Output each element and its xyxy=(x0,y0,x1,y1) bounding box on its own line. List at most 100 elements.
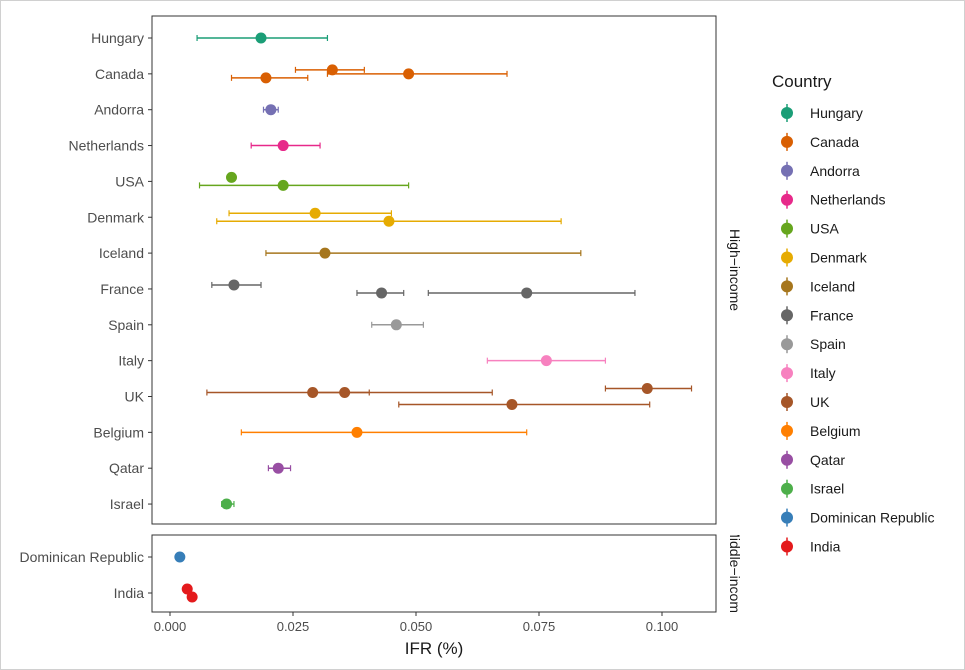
x-tick-label: 0.025 xyxy=(277,619,310,634)
legend-item: Hungary xyxy=(781,104,863,122)
legend-item: UK xyxy=(781,393,830,411)
legend-key-point xyxy=(781,540,793,553)
legend-label: Italy xyxy=(810,365,836,381)
estimate-group xyxy=(314,387,370,398)
legend-key-point xyxy=(781,164,793,177)
legend-label: France xyxy=(810,307,854,323)
estimate-group xyxy=(221,498,235,510)
y-tick-label: UK xyxy=(125,389,145,405)
data-point xyxy=(260,72,272,84)
legend-item: Andorra xyxy=(781,161,860,180)
strip: High−income xyxy=(727,229,743,311)
estimate-group xyxy=(240,426,528,438)
estimate-group xyxy=(181,583,193,595)
estimate-group xyxy=(174,551,186,563)
legend-key-point xyxy=(781,193,793,206)
data-point xyxy=(390,319,402,331)
y-tick-label: Iceland xyxy=(99,245,144,261)
legend-item: Italy xyxy=(781,364,836,383)
data-point xyxy=(403,68,415,80)
data-point xyxy=(277,140,289,152)
legend-label: Canada xyxy=(810,134,859,150)
estimate-group xyxy=(398,399,651,410)
estimate-group xyxy=(326,68,508,80)
data-point xyxy=(265,104,277,116)
legend-key-point xyxy=(781,453,793,466)
strip: Middle−income xyxy=(727,526,743,621)
estimate-group xyxy=(427,287,636,299)
y-tick-label: Qatar xyxy=(109,460,144,476)
legend-label: Denmark xyxy=(810,250,868,266)
estimate-group xyxy=(198,179,410,191)
legend-key-point xyxy=(781,251,793,264)
legend-title: Country xyxy=(772,72,832,91)
legend-item: Qatar xyxy=(781,450,845,469)
legend-key-point xyxy=(781,107,793,119)
legend-key-point xyxy=(781,424,793,437)
legend-item: USA xyxy=(781,219,839,238)
legend-label: Belgium xyxy=(810,423,861,439)
data-point xyxy=(309,207,321,219)
x-axis: 0.000 0.025 0.050 0.075 0.100 xyxy=(154,612,679,634)
legend-key-point xyxy=(781,511,793,524)
legend-label: Dominican Republic xyxy=(810,510,935,526)
legend-label: UK xyxy=(810,394,830,410)
estimate-group xyxy=(226,171,237,183)
legend-item: France xyxy=(781,306,854,325)
data-point xyxy=(383,215,395,227)
strip-label: Middle−income xyxy=(727,526,743,621)
legend-key-point xyxy=(781,309,793,322)
y-tick-label: USA xyxy=(115,173,144,189)
data-point xyxy=(319,247,331,259)
x-tick-label: 0.050 xyxy=(400,619,433,634)
data-point xyxy=(181,583,193,595)
panel-border xyxy=(151,15,717,525)
legend-key-point xyxy=(781,222,793,235)
estimate-group xyxy=(371,319,424,331)
estimate-group xyxy=(267,462,292,474)
y-tick-label: Netherlands xyxy=(69,138,145,154)
y-tick-label: France xyxy=(100,281,144,297)
legend: Country Hungary Canada Andorra Netherlands U… xyxy=(772,72,935,556)
legend-label: Iceland xyxy=(810,278,855,294)
legend-label: USA xyxy=(810,221,839,237)
legend-label: Andorra xyxy=(810,163,860,179)
data-point xyxy=(255,32,267,44)
estimate-group xyxy=(250,140,321,152)
legend-item: India xyxy=(781,537,841,556)
legend-label: India xyxy=(810,539,841,555)
estimate-group xyxy=(211,279,262,291)
y-tick-label: Israel xyxy=(110,496,144,512)
data-point xyxy=(540,355,552,367)
estimate-group xyxy=(228,207,392,219)
estimate-group xyxy=(265,247,582,259)
legend-key-point xyxy=(781,367,793,380)
data-point xyxy=(339,387,351,398)
x-tick-label: 0.000 xyxy=(154,619,187,634)
estimate-group xyxy=(186,591,198,603)
chart-marks xyxy=(174,32,693,603)
y-tick-label: Hungary xyxy=(91,30,144,46)
legend-item: Iceland xyxy=(781,277,855,296)
data-point xyxy=(228,279,240,291)
data-point xyxy=(186,591,198,603)
x-tick-label: 0.100 xyxy=(646,619,679,634)
data-point xyxy=(221,498,233,510)
y-tick-label: India xyxy=(114,585,145,601)
data-point xyxy=(174,551,186,563)
legend-item: Belgium xyxy=(781,421,861,440)
data-point xyxy=(277,179,289,191)
data-point xyxy=(272,462,284,474)
y-tick-label: Andorra xyxy=(94,102,144,118)
legend-item: Canada xyxy=(781,132,859,151)
legend-item: Israel xyxy=(781,479,844,498)
legend-label: Qatar xyxy=(810,452,845,468)
x-tick-label: 0.075 xyxy=(523,619,556,634)
estimate-group xyxy=(230,72,309,84)
legend-key-point xyxy=(781,396,793,408)
data-point xyxy=(521,287,533,299)
y-tick-label: Spain xyxy=(108,317,144,333)
data-point xyxy=(351,426,363,438)
data-point xyxy=(641,383,653,394)
y-tick-label: Canada xyxy=(95,66,144,82)
